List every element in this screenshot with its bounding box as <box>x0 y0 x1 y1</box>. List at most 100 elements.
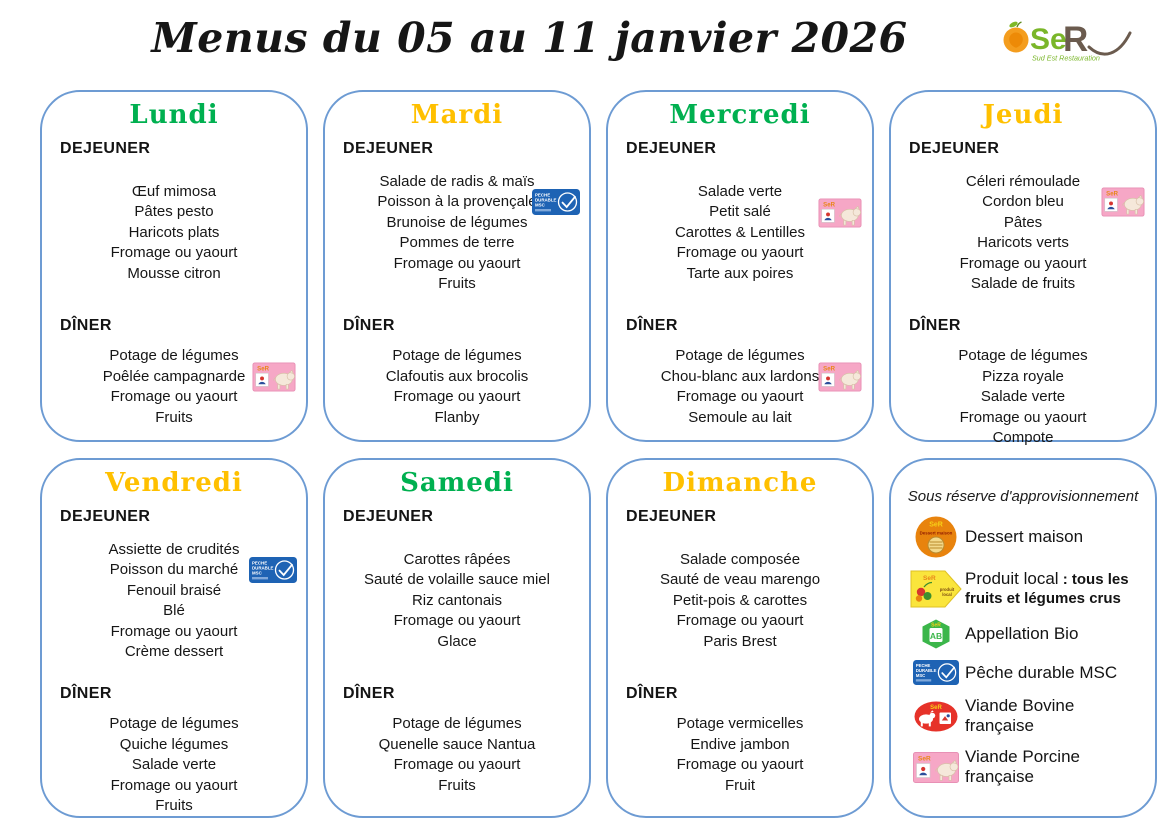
peche-durable-msc-icon: PECHE DURABLE MSC <box>532 189 580 216</box>
menu-item: Haricots verts <box>899 233 1147 254</box>
menu-item-text: Fromage ou yaourt <box>393 388 521 405</box>
menu-item: Sauté de volaille sauce miel <box>333 570 581 591</box>
dinner-label: DÎNER <box>343 685 395 702</box>
menu-item-text: Petit salé <box>709 203 771 221</box>
menu-item-text: Fromage ou yaourt <box>959 408 1087 426</box>
dinner-items: Potage de légumes Quenelle sauce Nantua Fr… <box>333 714 581 796</box>
menu-item: Carottes & Lentilles <box>616 223 864 244</box>
menu-item-text: Fruits <box>438 275 476 292</box>
dinner-items: Potage de légumes Quiche légumes Salade ve… <box>50 714 298 817</box>
menu-item: Potage de légumes <box>333 714 581 735</box>
menu-item: Salade de fruits <box>899 274 1147 295</box>
menu-item-text: Mousse citron <box>127 264 221 282</box>
menu-item-text: Fromage ou yaourt <box>676 244 804 262</box>
menu-item-text: Potage de légumes <box>109 715 239 732</box>
produit-local-icon: SeR produit local <box>907 570 965 608</box>
day-card-dimanche: Dimanche DEJEUNER Salade composée Sauté d… <box>606 458 874 818</box>
menu-item-text: Salade verte <box>980 388 1066 405</box>
legend-label: Dessert maison <box>965 527 1084 546</box>
day-card-lundi: Lundi DEJEUNER Œuf mimosa Pâtes pesto Hari… <box>40 90 308 442</box>
menu-item-text: Riz cantonais <box>411 591 503 609</box>
menu-item: Salade verte <box>616 182 864 203</box>
menu-item: Cordon bleu SeR <box>899 187 1147 217</box>
day-title: Mercredi <box>669 100 811 130</box>
legend-card: Sous réserve d'approvisionnement SeR Des… <box>889 458 1157 818</box>
menu-item: Fromage ou yaourt <box>50 622 298 643</box>
menu-item: Endive jambon <box>616 735 864 756</box>
lunch-label: DEJEUNER <box>343 140 434 157</box>
svg-text:DURABLE: DURABLE <box>252 566 274 571</box>
menu-item: Fruits <box>333 776 581 797</box>
day-card-mercredi: Mercredi DEJEUNER Salade verte Petit salé… <box>606 90 874 442</box>
menu-item-text: Pommes de terre <box>399 234 515 251</box>
menu-item-text: Céleri rémoulade <box>965 172 1081 190</box>
menu-item-text: Potage de légumes <box>392 715 522 732</box>
legend-label: Produit local <box>965 569 1059 588</box>
menu-item-text: Sauté de veau marengo <box>659 571 821 589</box>
legend-item: SeR Viande Bovine française <box>907 696 1147 736</box>
legend-label: Viande Bovine française <box>965 696 1075 735</box>
dinner-items: Potage de légumes Chou-blanc aux lardons … <box>616 346 864 428</box>
day-title: Dimanche <box>662 468 818 498</box>
menu-item: Petit-pois & carottes <box>616 591 864 612</box>
svg-text:SeR: SeR <box>257 365 269 372</box>
menu-item-text: Fromage ou yaourt <box>110 622 238 640</box>
day-card-mardi: Mardi DEJEUNER Salade de radis & maïs Poi… <box>323 90 591 442</box>
menu-item: Flanby <box>333 408 581 429</box>
legend-label: Pêche durable MSC <box>965 662 1118 682</box>
menu-item-text: Fromage ou yaourt <box>110 388 238 405</box>
lunch-label: DEJEUNER <box>343 508 434 525</box>
svg-text:Dessert maison: Dessert maison <box>920 531 953 536</box>
viande-porcine-icon: SeR <box>907 751 965 783</box>
svg-text:SeR: SeR <box>930 705 942 711</box>
menu-item: Fruits <box>50 408 298 429</box>
menu-item: Fromage ou yaourt <box>50 776 298 797</box>
menu-item-text: Fromage ou yaourt <box>959 254 1087 272</box>
menu-item-text: Quiche légumes <box>119 735 229 753</box>
menu-item-text: Semoule au lait <box>688 408 792 426</box>
menu-item: Potage de légumes <box>50 714 298 735</box>
menu-item: Œuf mimosa <box>50 182 298 203</box>
dinner-label: DÎNER <box>626 685 678 702</box>
menu-item: Quiche légumes <box>50 735 298 756</box>
menu-item-text: Pizza royale <box>982 367 1064 385</box>
menu-item-text: Salade de fruits <box>970 275 1076 292</box>
menu-item: Tarte aux poires <box>616 264 864 285</box>
menu-item: Fromage ou yaourt <box>616 755 864 776</box>
dinner-items: Potage de légumes Clafoutis aux brocolis F… <box>333 346 581 428</box>
menu-grid: Lundi DEJEUNER Œuf mimosa Pâtes pesto Hari… <box>40 90 1157 818</box>
menu-item: Potage de légumes <box>616 346 864 367</box>
menu-item-text: Pâtes <box>1003 213 1043 231</box>
menu-item-text: Potage vermicelles <box>676 715 804 732</box>
dinner-items: Potage de légumes Pizza royale Salade vert… <box>899 346 1147 449</box>
menu-item-text: Potage de légumes <box>109 347 239 364</box>
menu-item: Carottes râpées <box>333 550 581 571</box>
menu-item: Riz cantonais <box>333 591 581 612</box>
day-title: Mardi <box>410 100 504 130</box>
menu-item-text: Fruits <box>155 408 193 426</box>
svg-text:PECHE: PECHE <box>916 663 931 668</box>
menu-item-text: Salade de radis & maïs <box>379 172 535 190</box>
dessert-maison-icon: SeR Dessert maison <box>907 516 965 558</box>
svg-text:SeR: SeR <box>929 522 943 529</box>
legend-item: SeR AB Appellation Bio <box>907 619 1147 649</box>
menu-item-text: Tarte aux poires <box>686 264 794 282</box>
menu-item-text: Pâtes pesto <box>134 203 214 221</box>
logo-tagline: Sud Est Restauration <box>1032 54 1100 63</box>
menu-item: Fromage ou yaourt <box>50 387 298 408</box>
day-title: Vendredi <box>105 468 243 498</box>
legend-item: SeR Viande Porcine française <box>907 747 1147 787</box>
svg-text:SeR: SeR <box>823 201 835 208</box>
menu-item-text: Carottes râpées <box>403 550 511 568</box>
svg-text:produit: produit <box>940 587 955 592</box>
menu-item: Fromage ou yaourt <box>333 611 581 632</box>
svg-text:SeR: SeR <box>918 755 931 762</box>
menu-item-text: Poêlée campagnarde <box>102 367 246 385</box>
menu-item-text: Potage de légumes <box>392 347 522 364</box>
viande-porcine-icon: SeR <box>251 362 297 392</box>
menu-item: Haricots plats <box>50 223 298 244</box>
menu-item-text: Cordon bleu <box>982 193 1064 210</box>
menu-item-text: Potage de légumes <box>958 347 1088 364</box>
dinner-label: DÎNER <box>60 685 112 702</box>
menu-item-text: Flanby <box>434 408 480 426</box>
